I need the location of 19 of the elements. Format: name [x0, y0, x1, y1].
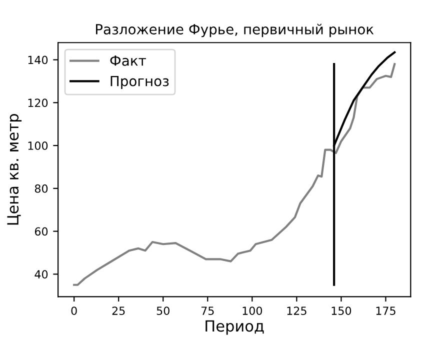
- x-tick-label: 75: [201, 306, 214, 315]
- x-axis-title: Период: [206, 320, 264, 335]
- y-tick-label: 40: [34, 270, 48, 279]
- chart-title: Разложение Фурье, первичный рынок: [96, 24, 374, 38]
- x-tick-label: 25: [112, 306, 125, 315]
- legend-label: Факт: [110, 56, 146, 66]
- x-tick-label: 100: [242, 306, 262, 315]
- y-tick-label: 80: [34, 184, 48, 193]
- x-tick-label: 125: [287, 306, 306, 315]
- y-tick-label: 60: [34, 227, 48, 236]
- y-axis-title: Цена кв. метр: [7, 114, 22, 225]
- y-tick-label: 140: [28, 56, 48, 64]
- legend-label: Прогноз: [110, 76, 169, 89]
- x-tick-label: 0: [71, 306, 77, 315]
- x-tick-label: 50: [156, 306, 170, 315]
- x-tick-label: 175: [376, 306, 396, 315]
- y-tick-label: 100: [28, 142, 48, 150]
- y-tick-label: 120: [28, 98, 48, 108]
- x-tick-label: 150: [332, 306, 352, 315]
